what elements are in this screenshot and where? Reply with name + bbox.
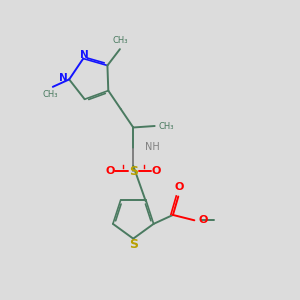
Text: O: O [106, 166, 115, 176]
Text: O: O [152, 166, 161, 176]
Text: S: S [129, 238, 138, 251]
Text: NH: NH [145, 142, 159, 152]
Text: O: O [199, 215, 208, 225]
Text: CH₃: CH₃ [112, 36, 128, 45]
Text: CH₃: CH₃ [42, 90, 58, 99]
Text: N: N [59, 73, 68, 83]
Text: S: S [129, 165, 138, 178]
Text: N: N [80, 50, 89, 60]
Text: CH₃: CH₃ [158, 122, 174, 130]
Text: O: O [174, 182, 184, 192]
